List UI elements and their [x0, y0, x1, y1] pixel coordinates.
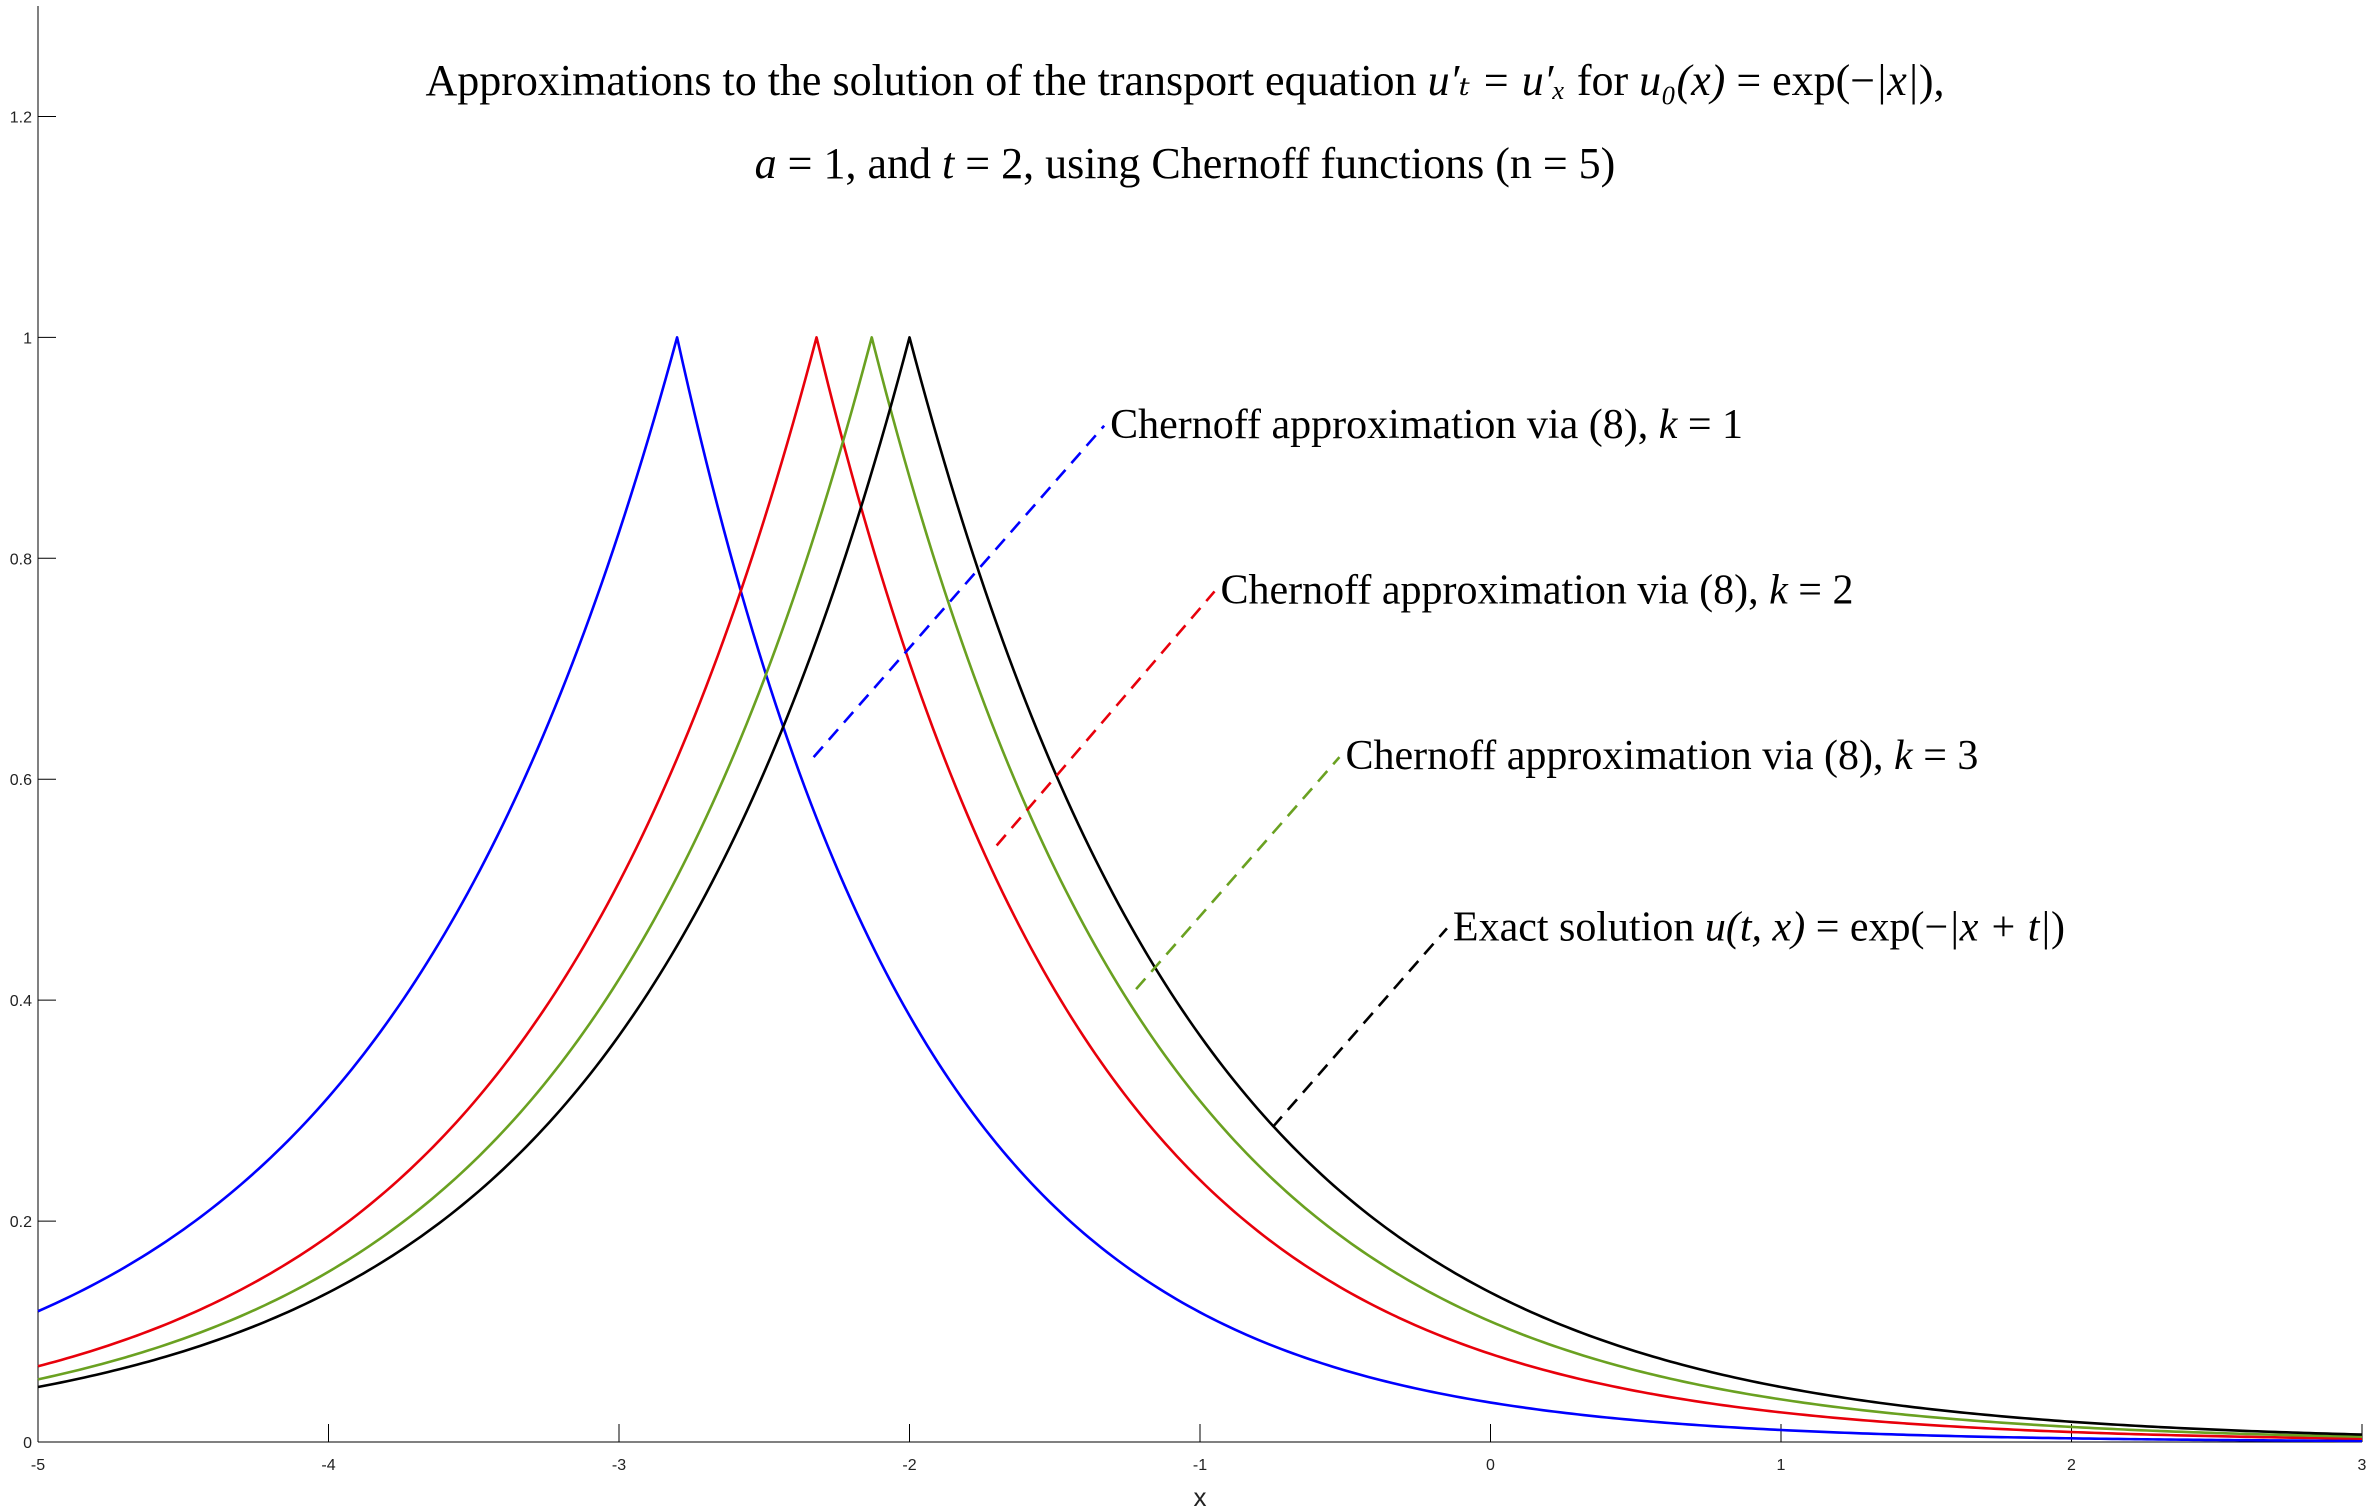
math-segment: k	[1769, 567, 1789, 613]
text-segment: ),	[1919, 56, 1945, 105]
y-tick-label: 0.6	[10, 772, 32, 789]
text-segment: = 1, and	[777, 139, 942, 188]
y-tick-label: 0.2	[10, 1214, 32, 1231]
math-segment: u′ₜ = u′ₓ	[1428, 56, 1566, 105]
axes: -5 -4 -3 -2 -1 0 1 2 3 0 0.2 0.4 0.6 0.8 1 1.2	[10, 6, 2367, 1474]
y-tick-label: 1.2	[10, 109, 32, 126]
text-segment: Chernoff approximation via (8),	[1221, 567, 1770, 613]
series-line-k2	[37, 336, 2363, 1440]
title-line-1: Approximations to the solution of the tr…	[425, 56, 1944, 105]
x-tick-label: -5	[31, 1457, 45, 1474]
annotation-label-k3: Chernoff approximation via (8), k = 3	[1345, 733, 1978, 779]
x-axis-label: x	[1194, 1482, 1207, 1512]
annotation-label-k2: Chernoff approximation via (8), k = 2	[1221, 567, 1854, 613]
math-segment: |x + t|	[1948, 904, 2051, 950]
x-tick-label: 3	[2358, 1457, 2367, 1474]
x-tick-label: 2	[2067, 1457, 2076, 1474]
text-segment: = 3	[1913, 733, 1979, 779]
series-line-k1	[37, 336, 2363, 1443]
text-segment: = exp(−	[1805, 904, 1948, 950]
text-segment: Approximations to the solution of the tr…	[425, 56, 1427, 105]
y-tick-label: 0.4	[10, 993, 32, 1010]
leader-line-k2	[995, 590, 1216, 847]
x-tick-label: -3	[612, 1457, 626, 1474]
series-lines	[37, 336, 2363, 1443]
text-segment: = exp(−	[1725, 56, 1875, 105]
text-segment: = 2, using Chernoff functions (n = 5)	[954, 139, 1615, 188]
series-line-k3	[37, 336, 2363, 1438]
x-tick-label: -2	[902, 1457, 916, 1474]
chart-title: Approximations to the solution of the tr…	[425, 56, 1944, 188]
math-segment: a	[755, 139, 777, 188]
math-segment: u(t, x)	[1705, 904, 1805, 950]
x-tick-label: 0	[1486, 1457, 1495, 1474]
text-segment: Exact solution	[1453, 904, 1705, 950]
math-segment: k	[1659, 402, 1679, 448]
x-tick-label: 1	[1777, 1457, 1786, 1474]
y-tick-label: 1	[23, 330, 32, 347]
annotation-label-exact: Exact solution u(t, x) = exp(−|x + t|)	[1453, 904, 2065, 950]
title-line-2: a = 1, and t = 2, using Chernoff functio…	[755, 139, 1616, 188]
text-segment: = 2	[1788, 567, 1854, 613]
math-segment: u₀(x)	[1639, 56, 1725, 105]
math-segment: |x|	[1875, 56, 1919, 105]
text-segment: )	[2051, 904, 2065, 950]
x-tick-label: -1	[1193, 1457, 1207, 1474]
math-segment: t	[942, 139, 956, 188]
annotation-label-k1: Chernoff approximation via (8), k = 1	[1110, 402, 1743, 448]
x-tick-label: -4	[321, 1457, 335, 1474]
text-segment: = 1	[1677, 402, 1743, 448]
text-segment: Chernoff approximation via (8),	[1110, 402, 1659, 448]
y-tick-label: 0	[23, 1435, 32, 1452]
y-tick-label: 0.8	[10, 551, 32, 568]
leader-line-k3	[1135, 756, 1341, 990]
series-line-exact	[37, 336, 2363, 1436]
leader-line-k1	[812, 424, 1106, 758]
math-segment: k	[1894, 733, 1914, 779]
annotations: Chernoff approximation via (8), k = 1Che…	[812, 402, 2065, 1129]
leader-line-exact	[1271, 927, 1448, 1129]
text-segment: for	[1566, 56, 1639, 105]
text-segment: Chernoff approximation via (8),	[1345, 733, 1894, 779]
